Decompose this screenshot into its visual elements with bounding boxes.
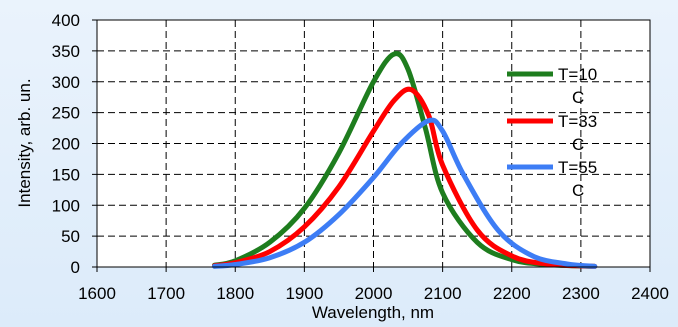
x-tick-label: 2000 xyxy=(355,284,393,303)
legend-label-unit-2: C xyxy=(572,135,584,154)
x-tick-label: 1900 xyxy=(285,284,323,303)
y-tick-label: 250 xyxy=(52,104,80,123)
y-tick-label: 350 xyxy=(52,42,80,61)
x-tick-label: 1800 xyxy=(216,284,254,303)
x-tick-label: 1600 xyxy=(78,284,116,303)
x-tick-label: 1700 xyxy=(147,284,185,303)
y-tick-label: 50 xyxy=(61,227,80,246)
y-tick-label: 300 xyxy=(52,73,80,92)
series-line-1 xyxy=(212,51,598,269)
x-axis-title: Wavelength, nm xyxy=(312,303,434,322)
legend-label-unit-3: C xyxy=(572,181,584,200)
y-tick-label: 400 xyxy=(52,11,80,30)
legend-label-2: T=33 xyxy=(558,112,597,131)
y-axis-title: Intensity, arb. un. xyxy=(15,78,34,207)
series-line-2 xyxy=(212,86,598,269)
y-tick-label: 0 xyxy=(71,258,80,277)
x-tick-label: 2300 xyxy=(562,284,600,303)
x-tick-label: 2400 xyxy=(631,284,669,303)
x-tick-label: 2200 xyxy=(493,284,531,303)
x-tick-labels: 1600 1700 1800 1900 2000 2100 2200 2300 2400 xyxy=(78,284,669,303)
y-tick-labels: 0 50 100 150 200 250 300 350 400 xyxy=(52,11,80,277)
series-lines xyxy=(212,51,598,269)
legend-label-unit-1: C xyxy=(572,88,584,107)
y-tick-label: 200 xyxy=(52,135,80,154)
y-tick-label: 100 xyxy=(52,196,80,215)
y-tick-label: 150 xyxy=(52,165,80,184)
legend-label-1: T=10 xyxy=(558,65,597,84)
plot-frame xyxy=(96,19,651,268)
x-tick-label: 2100 xyxy=(424,284,462,303)
series-line-3 xyxy=(212,117,598,269)
legend-label-3: T=55 xyxy=(558,158,597,177)
legend: T=10 C T=33 C T=55 C xyxy=(507,65,597,200)
